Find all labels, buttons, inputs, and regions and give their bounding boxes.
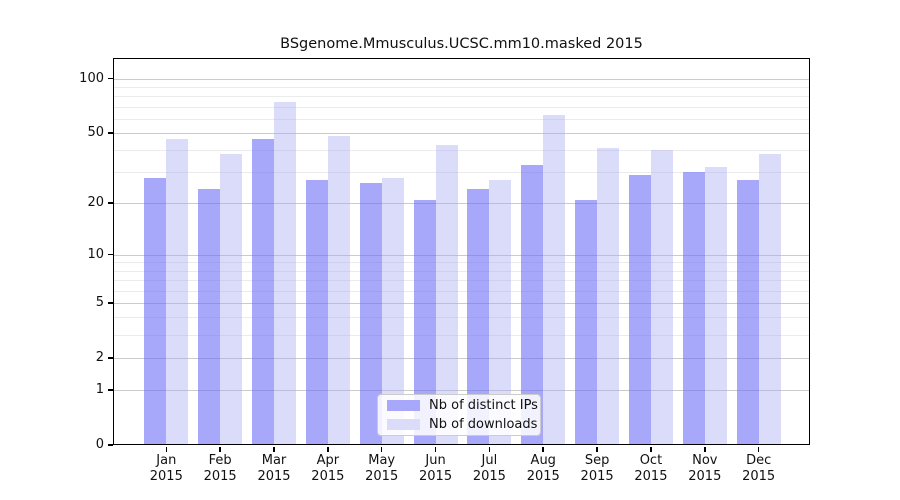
- major-gridline: [113, 78, 810, 80]
- y-tick-mark: [108, 301, 113, 304]
- y-axis-tick-label: 50: [87, 124, 104, 140]
- y-tick-mark: [108, 132, 113, 134]
- x-axis-tick-label: Mar 2015: [257, 453, 291, 484]
- x-axis-tick-label: Apr 2015: [311, 453, 345, 484]
- y-axis-tick-label: 2: [95, 349, 104, 365]
- minor-gridline: [113, 86, 810, 88]
- x-tick-mark: [380, 446, 383, 452]
- x-axis-tick-label: Feb 2015: [203, 453, 237, 484]
- legend-label-downloads: Nb of downloads: [429, 417, 538, 432]
- minor-gridline: [113, 334, 810, 336]
- bar-apr-distinct-ips: [305, 180, 328, 445]
- minor-gridline: [113, 317, 810, 319]
- legend-swatch-distinct-ips: [387, 400, 420, 411]
- x-tick-mark: [434, 446, 437, 452]
- bar-oct-downloads: [650, 150, 673, 445]
- major-gridline: [113, 254, 810, 256]
- major-gridline: [113, 203, 810, 205]
- x-tick-mark: [704, 446, 706, 452]
- bar-apr-downloads: [327, 136, 350, 445]
- x-axis-tick-label: Nov 2015: [688, 453, 722, 484]
- major-gridline: [113, 357, 810, 359]
- y-axis-tick-label: 0: [95, 437, 104, 452]
- x-axis-tick-label: Sep 2015: [580, 453, 614, 484]
- x-tick-mark: [219, 446, 221, 452]
- y-axis-tick-label: 1: [95, 381, 104, 397]
- x-tick-mark: [757, 446, 760, 452]
- y-tick-mark: [108, 202, 113, 205]
- minor-gridline: [113, 290, 810, 292]
- bar-oct-distinct-ips: [628, 174, 651, 445]
- x-tick-mark: [650, 446, 652, 452]
- bar-jan-distinct-ips: [144, 177, 167, 445]
- y-axis-tick-label: 20: [87, 195, 104, 211]
- y-tick-mark: [108, 253, 113, 256]
- minor-gridline: [113, 150, 810, 152]
- x-tick-mark: [542, 446, 545, 452]
- bar-feb-downloads: [220, 154, 243, 445]
- minor-gridline: [113, 172, 810, 174]
- minor-gridline: [113, 279, 810, 281]
- y-axis-tick-label: 10: [87, 246, 104, 262]
- y-axis-tick-label: 5: [95, 294, 104, 310]
- legend-label-distinct-ips: Nb of distinct IPs: [429, 398, 538, 413]
- grid-layer: [113, 58, 810, 445]
- legend: Nb of distinct IPs Nb of downloads: [377, 394, 541, 436]
- bar-jun-downloads: [435, 144, 458, 445]
- bar-jul-distinct-ips: [467, 189, 490, 445]
- bar-layer: [113, 58, 810, 445]
- bar-dec-downloads: [758, 154, 781, 445]
- y-tick-mark: [108, 77, 113, 80]
- bar-nov-distinct-ips: [682, 172, 705, 445]
- bar-jun-distinct-ips: [413, 199, 436, 445]
- minor-gridline: [113, 270, 810, 272]
- bar-jan-downloads: [166, 139, 189, 445]
- x-tick-mark: [165, 446, 168, 452]
- x-axis-tick-label: Oct 2015: [634, 453, 668, 484]
- bar-jul-downloads: [489, 180, 512, 445]
- x-tick-mark: [488, 446, 491, 452]
- bar-dec-distinct-ips: [736, 180, 759, 445]
- major-gridline: [113, 132, 810, 134]
- bar-mar-distinct-ips: [252, 139, 274, 445]
- minor-gridline: [113, 106, 810, 108]
- bar-nov-downloads: [704, 167, 727, 445]
- major-gridline: [113, 389, 810, 391]
- minor-gridline: [113, 96, 810, 98]
- bar-aug-downloads: [543, 114, 566, 445]
- x-axis-tick-label: Jan 2015: [149, 453, 183, 484]
- x-tick-mark: [273, 446, 275, 452]
- bar-sep-downloads: [597, 148, 620, 445]
- y-tick-mark: [108, 356, 113, 359]
- minor-gridline: [113, 118, 810, 120]
- x-axis-tick-label: Dec 2015: [742, 453, 776, 484]
- bar-aug-distinct-ips: [521, 165, 544, 445]
- bar-feb-distinct-ips: [198, 189, 221, 445]
- x-axis-tick-label: May 2015: [365, 453, 399, 484]
- x-axis-tick-label: Jul 2015: [472, 453, 506, 484]
- bar-sep-distinct-ips: [575, 199, 598, 445]
- bar-may-downloads: [381, 177, 404, 445]
- legend-item-distinct-ips: Nb of distinct IPs: [387, 398, 538, 414]
- legend-item-downloads: Nb of downloads: [387, 417, 537, 433]
- x-axis-tick-label: Jun 2015: [419, 453, 453, 484]
- x-tick-mark: [327, 446, 329, 452]
- y-tick-mark: [108, 444, 113, 446]
- major-gridline: [113, 302, 810, 304]
- chart-title: BSgenome.Mmusculus.UCSC.mm10.masked 2015: [280, 36, 643, 52]
- bar-mar-downloads: [274, 102, 296, 445]
- bar-may-distinct-ips: [359, 183, 382, 445]
- x-axis-tick-label: Aug 2015: [526, 453, 560, 484]
- x-tick-mark: [596, 446, 598, 452]
- legend-swatch-downloads: [387, 419, 420, 430]
- minor-gridline: [113, 262, 810, 264]
- y-tick-mark: [108, 389, 113, 391]
- y-axis-tick-label: 100: [79, 70, 104, 86]
